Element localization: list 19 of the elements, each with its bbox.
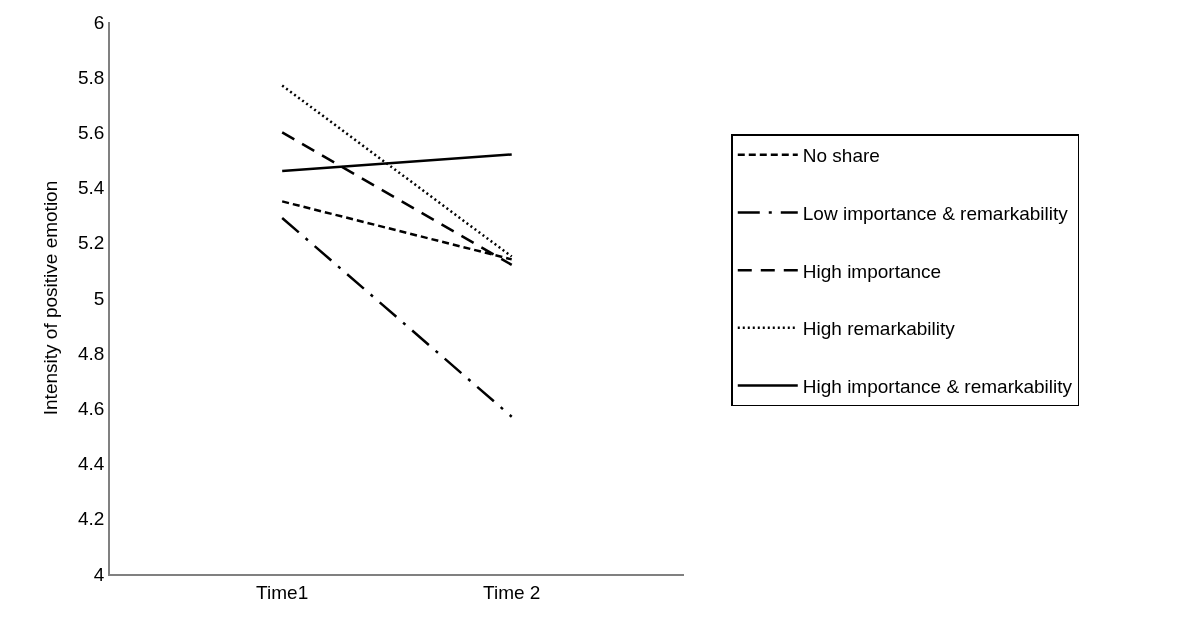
legend-label: No share <box>802 145 880 167</box>
legend-label: High remarkability <box>802 318 956 340</box>
y-tick-label: 5.6 <box>78 122 105 144</box>
x-tick-label: Time 2 <box>483 581 541 603</box>
y-tick-label: 5 <box>93 287 105 309</box>
legend-label: High importance <box>802 260 942 282</box>
y-tick-label: 5.2 <box>78 232 105 254</box>
y-tick-label: 4 <box>93 563 105 585</box>
y-tick-label: 5.4 <box>78 177 105 199</box>
y-tick-label: 4.4 <box>78 453 105 475</box>
legend-label: Low importance & remarkability <box>802 202 1069 224</box>
x-tick-label: Time1 <box>256 581 309 603</box>
y-tick-label: 4.2 <box>78 508 105 530</box>
y-tick-label: 4.6 <box>78 398 105 420</box>
legend-label: High importance & remarkability <box>802 375 1073 397</box>
y-axis-title: Intensity of positive emotion <box>40 180 62 416</box>
y-tick-label: 6 <box>93 11 105 33</box>
y-tick-label: 4.8 <box>78 342 105 364</box>
y-tick-label: 5.8 <box>78 66 105 88</box>
